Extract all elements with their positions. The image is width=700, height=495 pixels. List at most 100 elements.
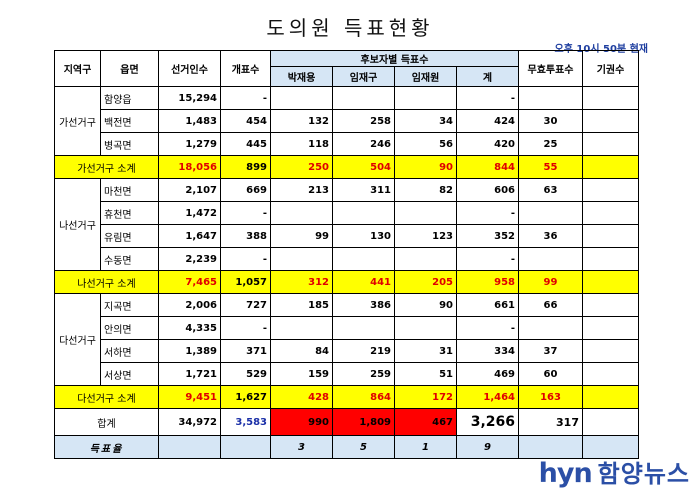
district-name: 나선거구 [54,178,101,271]
abstain-cell [582,362,639,386]
invalid-votes [518,247,583,271]
candidate-1-votes: 185 [270,293,333,317]
header-row-1: 지역구 읍면 선거인수 개표수 후보자별 득표수 무효투표수 기권수 [54,50,639,87]
voters-cell: 2,239 [158,247,221,271]
total-votes: - [456,316,519,340]
header-candidate-3: 임재원 [394,66,457,87]
counted-cell: 454 [220,109,271,133]
candidate-3-votes: 31 [394,339,457,363]
subtotal-total: 1,464 [456,385,519,409]
grand-total-total: 3,266 [456,408,519,436]
invalid-votes [518,86,583,110]
subtotal-abstain [582,155,639,179]
town-name: 지곡면 [100,293,159,317]
vote-table: 지역구 읍면 선거인수 개표수 후보자별 득표수 무효투표수 기권수 박재용 임… [54,50,639,459]
table-row: 서상면 1,721 529 159 259 51 469 60 [55,362,639,386]
header-candidates-group: 후보자별 득표수 [270,50,519,67]
candidate-1-votes: 132 [270,109,333,133]
grand-total-candidate-3: 467 [394,408,457,436]
total-votes: - [456,247,519,271]
grand-total-candidate-1: 990 [270,408,333,436]
candidate-2-votes: 311 [332,178,395,202]
grand-total-counted: 3,583 [220,408,271,436]
brand-logo-ko: 함양뉴스 [597,460,690,488]
candidate-3-votes: 34 [394,109,457,133]
vote-rate-candidate-1: 3 [270,435,333,459]
vote-table-body: 지역구 읍면 선거인수 개표수 후보자별 득표수 무효투표수 기권수 박재용 임… [54,50,639,459]
brand-logo: hyn 함양뉴스 [539,454,690,489]
abstain-cell [582,316,639,340]
vote-rate-candidate-3: 1 [394,435,457,459]
grand-total-candidate-2: 1,809 [332,408,395,436]
subtotal-counted: 899 [220,155,271,179]
abstain-cell [582,293,639,317]
brand-logo-en: hyn [538,458,593,489]
candidate-3-votes: 82 [394,178,457,202]
voters-cell: 1,721 [158,362,221,386]
table-row: 다선거구 지곡면 2,006 727 185 386 90 661 66 [54,293,639,386]
voters-cell: 2,107 [158,178,221,202]
invalid-votes: 36 [518,224,583,248]
total-votes: - [456,86,519,110]
candidate-1-votes [270,201,333,225]
abstain-cell [582,339,639,363]
candidate-2-votes: 258 [332,109,395,133]
grand-total-voters: 34,972 [158,408,221,436]
table-row: 휴천면 1,472- - [55,201,639,225]
subtotal-total: 958 [456,270,519,294]
header-town: 읍면 [100,50,159,87]
vote-rate-row: 득표율 3 5 1 9 [54,435,639,459]
table-row: 병곡면 1,279 445 118 246 56 420 25 [55,132,639,156]
table-row: 서하면 1,389 371 84 219 31 334 37 [55,339,639,363]
header-voters: 선거인수 [158,50,221,87]
counted-cell: 727 [220,293,271,317]
candidate-3-votes: 51 [394,362,457,386]
header-region: 지역구 [54,50,101,87]
invalid-votes: 25 [518,132,583,156]
voters-cell: 1,472 [158,201,221,225]
voters-cell: 4,335 [158,316,221,340]
counted-cell: 388 [220,224,271,248]
candidate-3-votes: 90 [394,293,457,317]
abstain-cell [582,224,639,248]
town-name: 백전면 [100,109,159,133]
town-name: 마천면 [100,178,159,202]
invalid-votes [518,316,583,340]
candidate-3-votes [394,201,457,225]
invalid-votes: 66 [518,293,583,317]
header-candidate-2: 임재구 [332,66,395,87]
subtotal-invalid: 55 [518,155,583,179]
subtotal-abstain [582,385,639,409]
table-row: 나선거구 마천면 2,107 669 213 311 82 606 63 [54,178,639,271]
subtotal-voters: 9,451 [158,385,221,409]
town-name: 서하면 [100,339,159,363]
subtotal-candidate-3: 172 [394,385,457,409]
vote-rate-abstain [582,435,639,459]
header-invalid: 무효투표수 [518,50,583,87]
candidate-1-votes: 213 [270,178,333,202]
counted-cell: - [220,201,271,225]
table-row: 백전면 1,483 454 132 258 34 424 30 [55,109,639,133]
vote-rate-candidate-2: 5 [332,435,395,459]
town-name: 함양읍 [100,86,159,110]
subtotal-label: 나선거구 소계 [54,270,159,294]
subtotal-label: 가선거구 소계 [54,155,159,179]
subtotal-invalid: 99 [518,270,583,294]
subtotal-row: 다선거구 소계 9,451 1,627 428 864 172 1,464 163 [54,385,639,409]
invalid-votes: 30 [518,109,583,133]
candidate-2-votes: 259 [332,362,395,386]
abstain-cell [582,86,639,110]
candidate-2-votes: 246 [332,132,395,156]
subtotal-candidate-3: 90 [394,155,457,179]
subtotal-candidate-3: 205 [394,270,457,294]
grand-total-abstain [582,408,639,436]
candidate-2-votes [332,247,395,271]
grand-total-invalid: 317 [518,408,583,436]
subtotal-counted: 1,627 [220,385,271,409]
total-votes: 606 [456,178,519,202]
candidate-2-votes [332,86,395,110]
candidate-3-votes [394,247,457,271]
invalid-votes: 60 [518,362,583,386]
candidate-1-votes: 99 [270,224,333,248]
invalid-votes [518,201,583,225]
